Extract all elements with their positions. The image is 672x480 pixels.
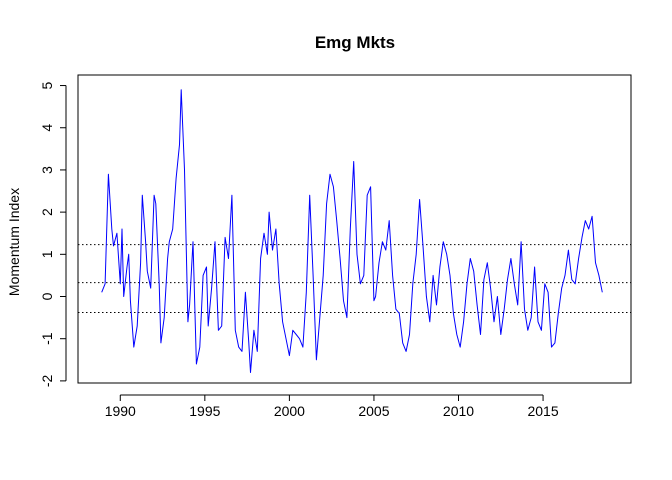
y-axis-title: Momentum Index <box>6 188 22 296</box>
chart-title: Emg Mkts <box>315 33 395 52</box>
plot-area-frame <box>77 74 632 384</box>
x-tick-label-1990: 1990 <box>105 403 136 419</box>
y-tick-label-5: 5 <box>39 81 55 89</box>
x-tick-label-2005: 2005 <box>358 403 389 419</box>
x-axis: 1990 1995 2000 2005 2010 2015 <box>105 394 559 419</box>
y-tick-label-2: 2 <box>39 208 55 216</box>
y-tick-label-1: 1 <box>39 250 55 258</box>
y-tick-label-4: 4 <box>39 124 55 132</box>
y-tick-label-0: 0 <box>39 292 55 300</box>
y-tick-label-3: 3 <box>39 166 55 174</box>
x-tick-label-2010: 2010 <box>443 403 474 419</box>
series-layer <box>101 89 603 373</box>
series-line-0 <box>101 89 603 373</box>
x-tick-label-1995: 1995 <box>189 403 220 419</box>
y-tick-label--1: -1 <box>39 332 55 345</box>
y-tick-label--2: -2 <box>39 374 55 387</box>
y-axis: -2 -1 0 1 2 3 4 5 <box>39 81 67 387</box>
x-tick-label-2015: 2015 <box>527 403 558 419</box>
reference-lines <box>78 244 631 314</box>
x-tick-label-2000: 2000 <box>274 403 305 419</box>
